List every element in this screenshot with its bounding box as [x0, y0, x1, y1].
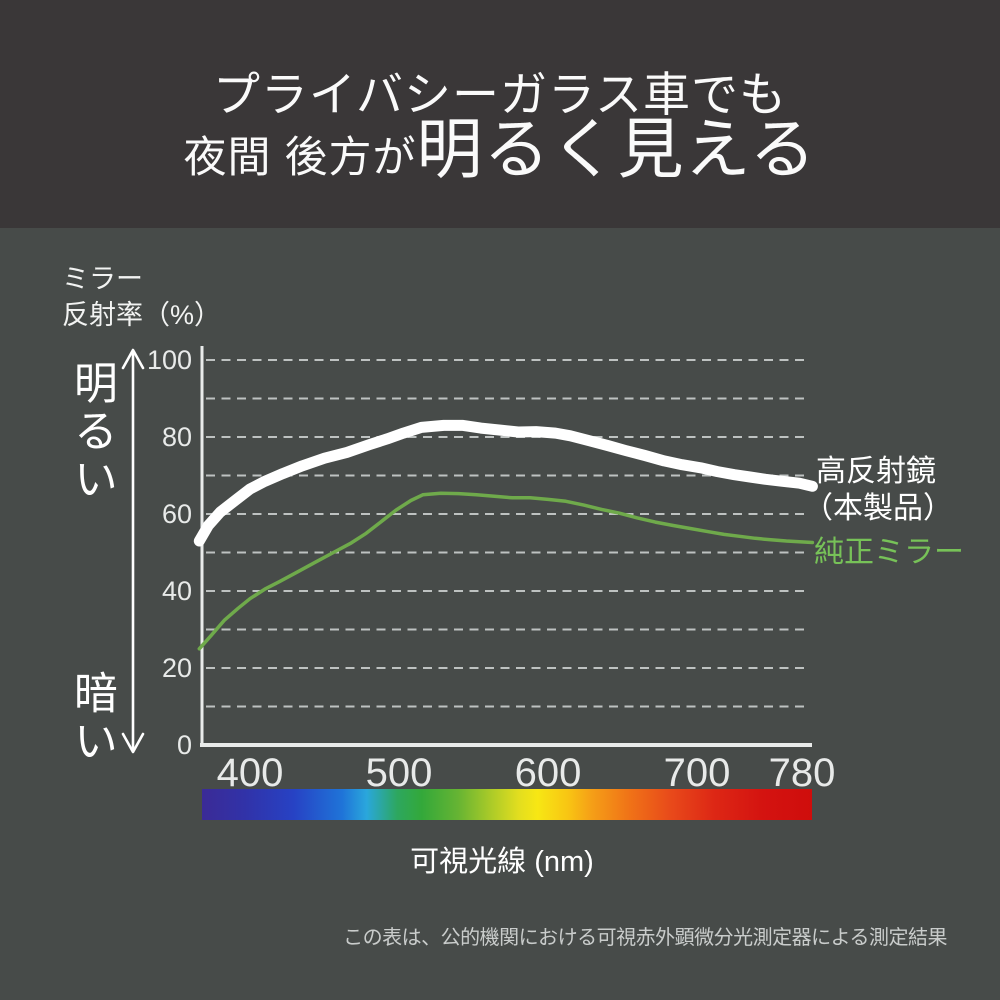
y-tick-60: 60	[161, 499, 192, 529]
arrow-down-icon	[121, 732, 145, 754]
footer-note: この表は、公的機関における可視赤外顕微分光測定器による測定結果	[343, 927, 947, 949]
legend-series2-name: 純正ミラー	[814, 536, 964, 569]
x-axis-label: 可視光線 (nm)	[410, 846, 594, 878]
legend-series1-name: 高反射鏡	[816, 455, 936, 488]
y-tick-0: 0	[176, 730, 192, 760]
arrow-up-icon	[121, 348, 145, 370]
series-curve-1	[193, 419, 818, 547]
visible-light-spectrum-bar	[202, 789, 812, 820]
y-tick-100: 100	[146, 345, 192, 375]
x-tick-500: 500	[365, 751, 433, 795]
y-tick-40: 40	[161, 576, 192, 606]
x-tick-780: 780	[768, 751, 836, 795]
x-tick-600: 600	[514, 751, 582, 795]
x-tick-700: 700	[663, 751, 731, 795]
y-tick-80: 80	[161, 422, 192, 452]
legend-series1-sub: （本製品）	[803, 492, 953, 525]
header-title-line1: プライバシーガラス車でも	[212, 68, 788, 121]
header-title-line2-large: 明るく見える	[416, 112, 817, 186]
dark-label: 暗い	[66, 670, 116, 766]
header-title-line2: 夜間 後方が 明るく見える	[0, 96, 1000, 196]
header-banner: プライバシーガラス車でも 夜間 後方が 明るく見える	[0, 0, 1000, 228]
header-title-line2-small: 夜間 後方が	[183, 134, 417, 182]
series-curve-2	[197, 491, 815, 651]
bright-label: 明るい	[66, 360, 116, 504]
y-tick-20: 20	[161, 653, 192, 683]
x-tick-400: 400	[216, 751, 284, 795]
y-axis-title: ミラー 反射率（%）	[62, 264, 222, 330]
